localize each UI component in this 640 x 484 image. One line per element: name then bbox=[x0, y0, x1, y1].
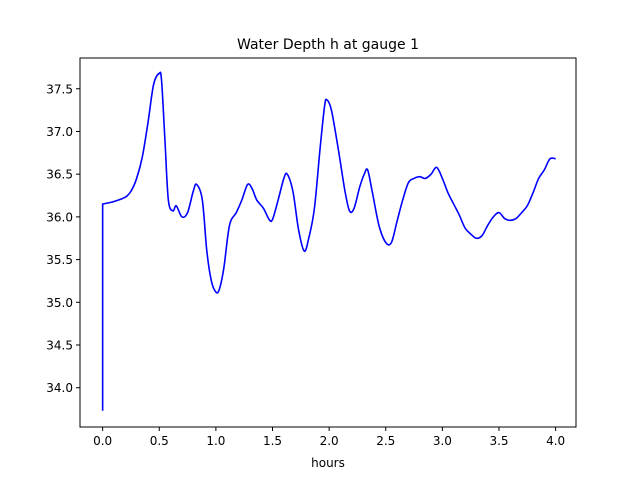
axes-frame bbox=[79, 57, 577, 428]
x-tick-label: 2.0 bbox=[320, 434, 339, 448]
x-tick-label: 3.5 bbox=[489, 434, 508, 448]
x-tick-label: 0.0 bbox=[93, 434, 112, 448]
y-tick-label: 35.5 bbox=[46, 253, 73, 267]
y-tick-label: 37.0 bbox=[46, 125, 73, 139]
x-tick-label: 4.0 bbox=[546, 434, 565, 448]
chart-title: Water Depth h at gauge 1 bbox=[237, 37, 419, 53]
x-axis-label: hours bbox=[311, 456, 345, 470]
y-tick-label: 37.5 bbox=[46, 82, 73, 96]
x-tick-label: 0.5 bbox=[150, 434, 169, 448]
x-tick-label: 3.0 bbox=[433, 434, 452, 448]
y-tick-label: 36.0 bbox=[46, 210, 73, 224]
axis-ticks: 0.0 0.5 1.0 1.5 2.0 2.5 3.0 3.5 4.0 34.0 34.5 35.0 3… bbox=[46, 82, 565, 448]
x-tick-label: 1.0 bbox=[206, 434, 225, 448]
x-tick-label: 2.5 bbox=[376, 434, 395, 448]
y-tick-label: 35.0 bbox=[46, 296, 73, 310]
y-tick-label: 34.0 bbox=[46, 381, 73, 395]
x-tick-label: 1.5 bbox=[263, 434, 282, 448]
y-tick-label: 34.5 bbox=[46, 339, 73, 353]
y-tick-label: 36.5 bbox=[46, 168, 73, 182]
series-line-h bbox=[101, 71, 556, 411]
